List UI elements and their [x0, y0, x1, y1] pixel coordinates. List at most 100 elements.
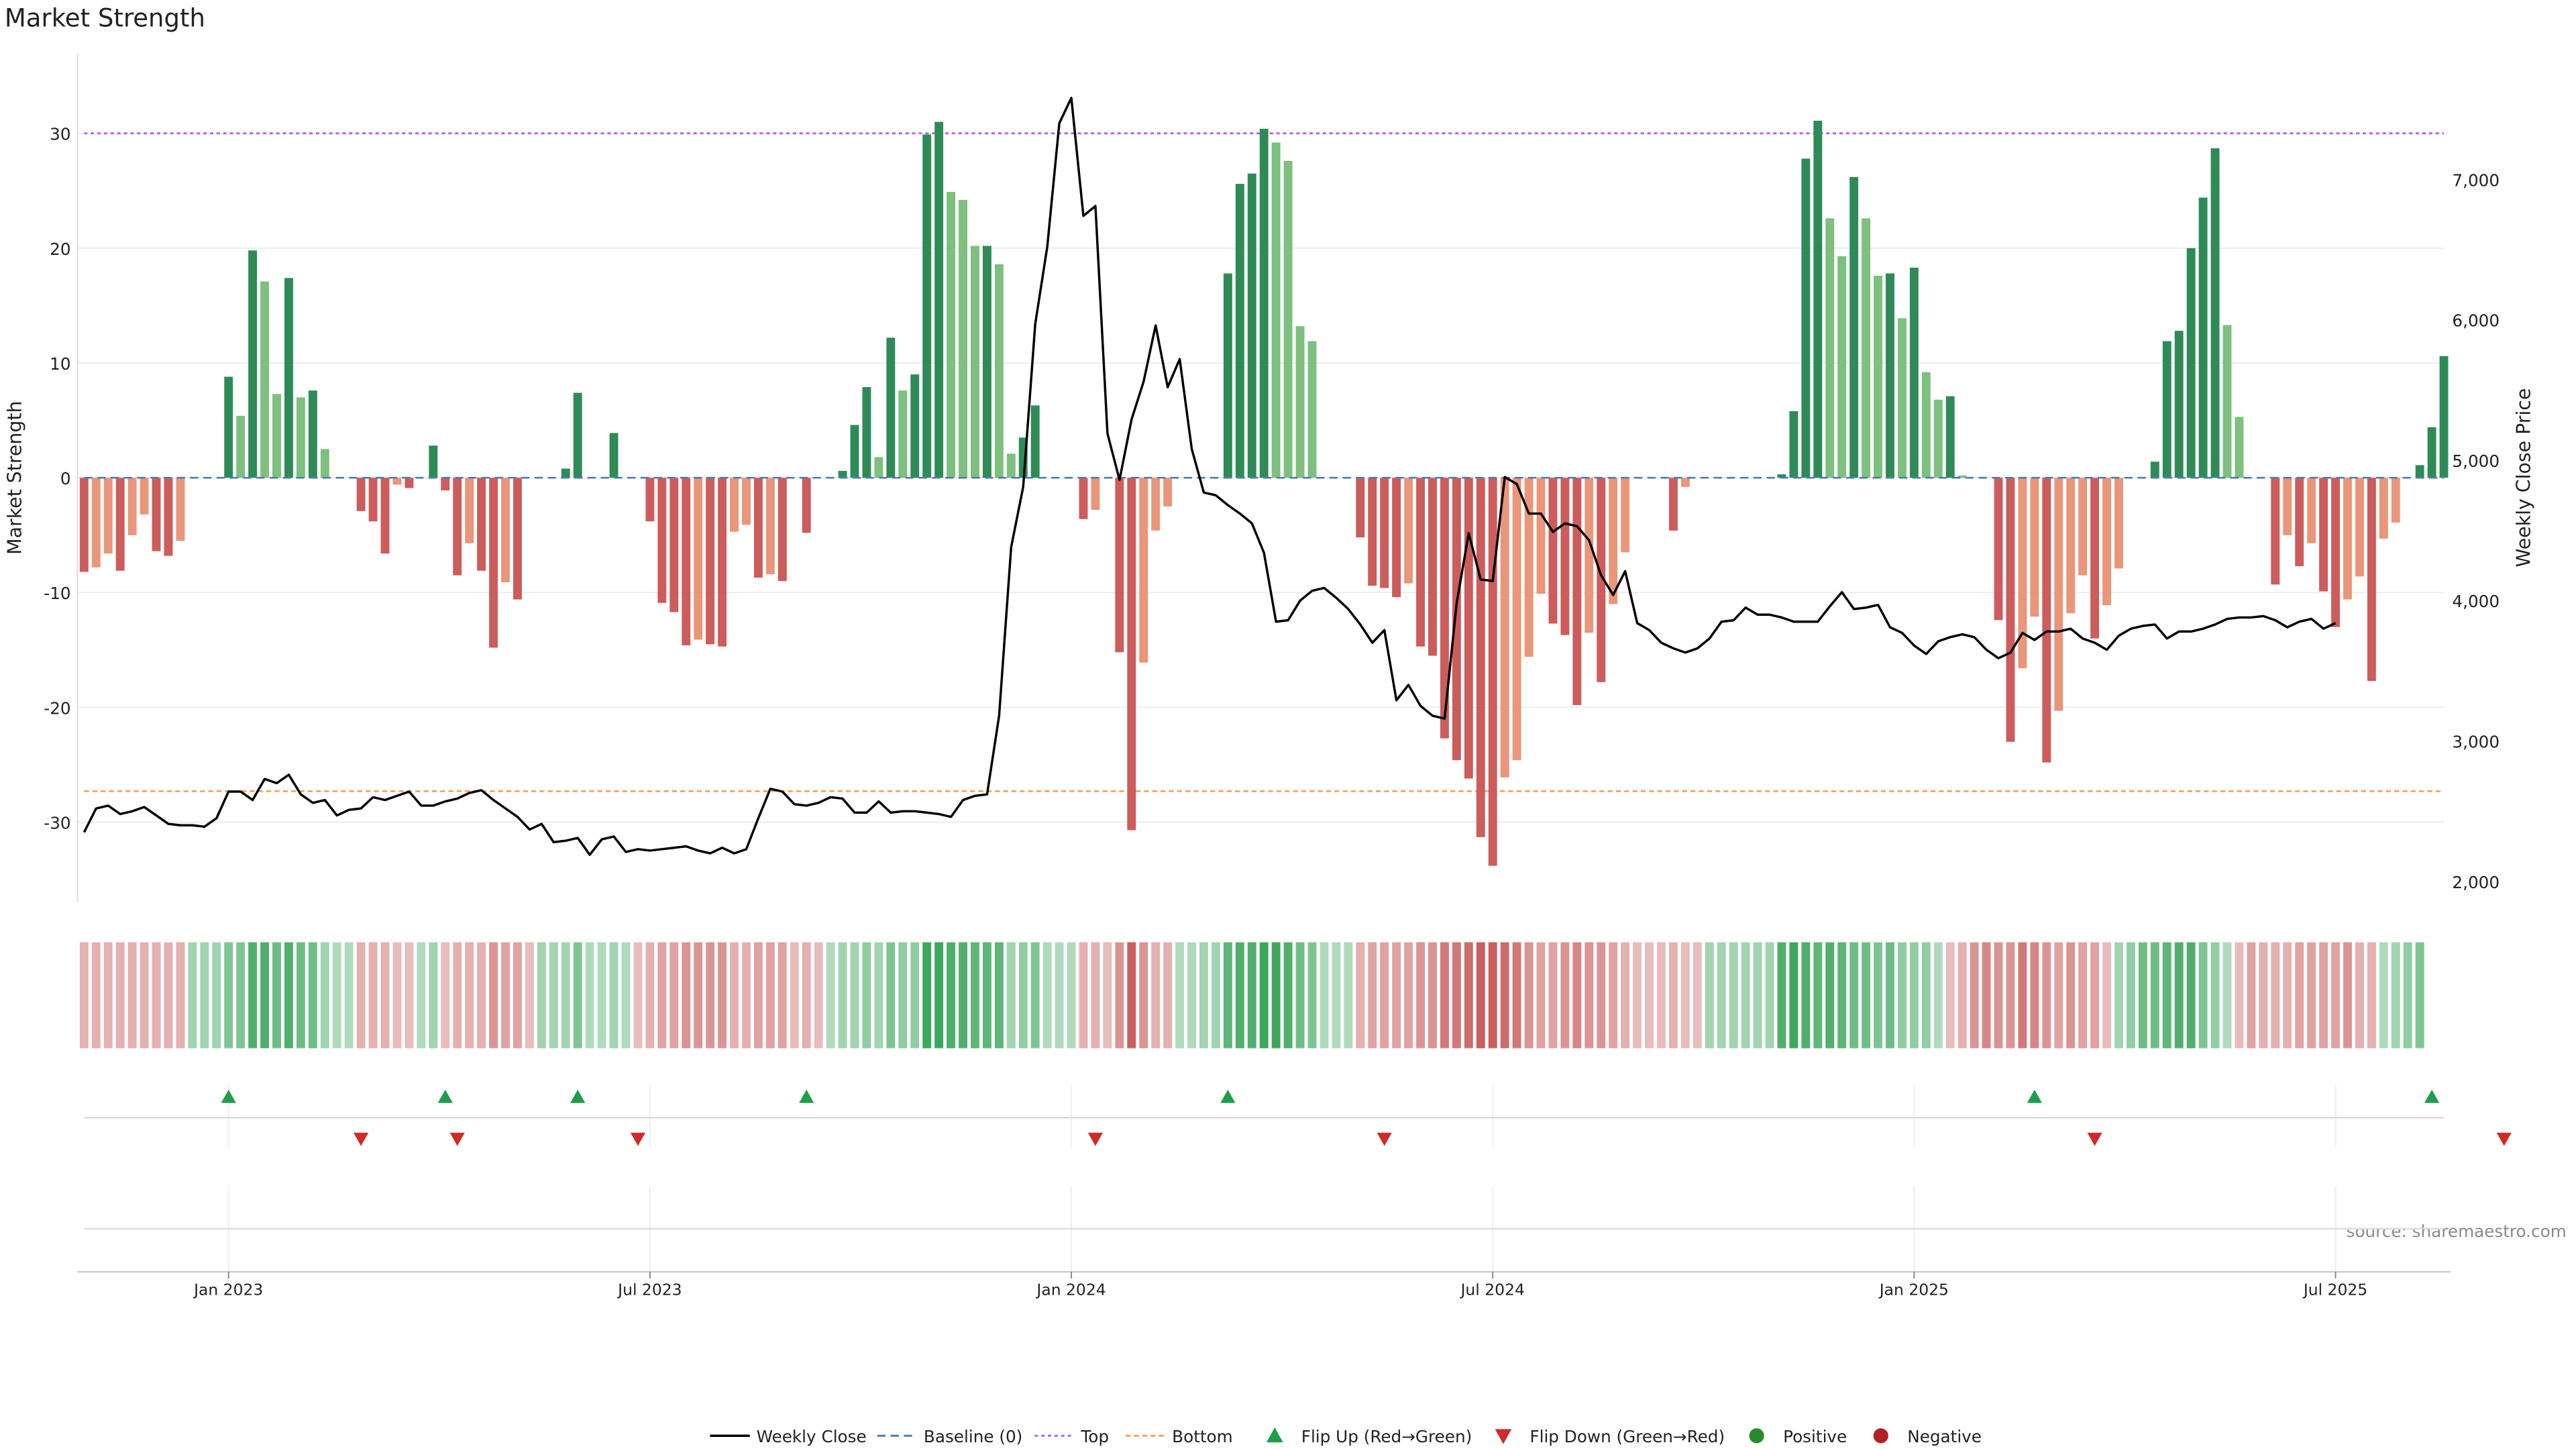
strength-bar	[1862, 218, 1871, 478]
state-strip-cell	[1777, 942, 1786, 1049]
state-strip-cell	[1633, 942, 1642, 1049]
state-strip-cell	[2331, 942, 2340, 1049]
strength-bar	[2066, 478, 2076, 614]
y-tick-label: -20	[44, 698, 70, 718]
state-strip-cell	[489, 942, 498, 1049]
strength-bar	[573, 392, 582, 478]
state-strip-cell	[1668, 942, 1678, 1049]
state-strip-cell	[2150, 942, 2159, 1049]
strength-bar	[1235, 184, 1244, 478]
y2-tick-label: 3,000	[2452, 733, 2500, 752]
strength-bar	[682, 478, 691, 646]
state-strip-cell	[2403, 942, 2412, 1049]
strength-bar	[874, 457, 883, 478]
state-strip-cell	[633, 942, 643, 1049]
state-strip-cell	[2090, 942, 2100, 1049]
state-strip-cell	[1825, 942, 1835, 1049]
state-strip-cell	[1295, 942, 1305, 1049]
state-strip-cell	[1416, 942, 1425, 1049]
strength-bar	[1368, 478, 1377, 586]
y-axis-title: Market Strength	[4, 401, 26, 555]
strength-bar	[1127, 478, 1136, 830]
strength-bar	[1945, 396, 1955, 478]
x-tick-label: Jan 2025	[1878, 1280, 1949, 1299]
x-tick-label: Jul 2025	[2302, 1280, 2367, 1299]
state-strip-cell	[1380, 942, 1389, 1049]
strength-bar	[1909, 268, 1919, 478]
strength-bar	[429, 445, 438, 478]
strength-bar	[1380, 478, 1389, 588]
state-strip-cell	[513, 942, 522, 1049]
strength-bar	[959, 200, 967, 478]
strength-bar	[1271, 142, 1281, 478]
state-strip-cell	[1585, 942, 1594, 1049]
state-strip-cell	[1500, 942, 1509, 1049]
state-strip-cell	[669, 942, 679, 1049]
strength-bar	[1680, 478, 1690, 487]
state-strip-cell	[1055, 942, 1064, 1049]
state-strip-cell	[994, 942, 1004, 1049]
state-strip-cell	[1837, 942, 1847, 1049]
strength-bar	[765, 478, 775, 574]
strength-bar	[2319, 478, 2328, 592]
state-strip-cell	[718, 942, 727, 1049]
strength-bar	[2295, 478, 2304, 566]
state-strip-cell	[176, 942, 185, 1049]
strength-bar	[453, 478, 462, 576]
y2-tick-label: 7,000	[2452, 170, 2500, 190]
strength-bar	[79, 478, 89, 572]
state-strip-cell	[405, 942, 414, 1049]
state-strip-cell	[2030, 942, 2039, 1049]
strength-bar	[2054, 478, 2063, 711]
state-strip-cell	[1006, 942, 1016, 1049]
state-strip-cell	[1657, 942, 1666, 1049]
state-strip-cell	[838, 942, 847, 1049]
state-strip-cell	[1127, 942, 1136, 1049]
state-strip-cell	[2186, 942, 2196, 1049]
state-strip-cell	[140, 942, 149, 1049]
strength-bar	[862, 386, 871, 478]
strength-bar	[236, 415, 246, 478]
state-strip-cell	[2138, 942, 2147, 1049]
state-strip-cell	[380, 942, 390, 1049]
strength-bar	[1572, 478, 1582, 706]
strength-bar	[308, 390, 317, 478]
strength-bar	[1777, 474, 1786, 478]
state-strip-cell	[971, 942, 979, 1049]
strength-bar	[1886, 273, 1894, 478]
strength-bar	[934, 121, 944, 478]
state-strip-cell	[284, 942, 293, 1049]
strength-bar	[1585, 478, 1594, 633]
strength-bar	[1476, 478, 1485, 837]
state-strip-cell	[1392, 942, 1401, 1049]
state-strip-cell	[1271, 942, 1281, 1049]
strength-bar	[164, 478, 173, 556]
state-strip-cell	[1175, 942, 1185, 1049]
strength-bar	[1428, 478, 1437, 656]
state-strip-cell	[1283, 942, 1293, 1049]
flip-up-marker	[799, 1089, 814, 1104]
state-strip-cell	[308, 942, 317, 1049]
strength-bar	[2042, 478, 2051, 763]
strength-bar	[1223, 273, 1232, 478]
state-strip-cell	[730, 942, 739, 1049]
strength-bar	[1006, 453, 1016, 478]
strength-bar	[2198, 197, 2208, 478]
state-strip-cell	[501, 942, 510, 1049]
strength-bar	[489, 478, 498, 648]
state-strip-cell	[682, 942, 691, 1049]
state-strip-cell	[2006, 942, 2015, 1049]
state-strip-cell	[886, 942, 896, 1049]
strength-bar	[320, 449, 329, 478]
state-strip-cell	[561, 942, 570, 1049]
state-strip-cell	[2126, 942, 2135, 1049]
state-strip-cell	[947, 942, 956, 1049]
state-strip-cell	[344, 942, 354, 1049]
flip-markers-panel	[84, 1084, 2512, 1272]
state-strip-cell	[115, 942, 125, 1049]
state-strip-cell	[1572, 942, 1582, 1049]
strength-bar	[850, 425, 859, 478]
state-strip-cell	[621, 942, 631, 1049]
state-strip-cell	[477, 942, 486, 1049]
strength-bar	[2186, 248, 2196, 478]
